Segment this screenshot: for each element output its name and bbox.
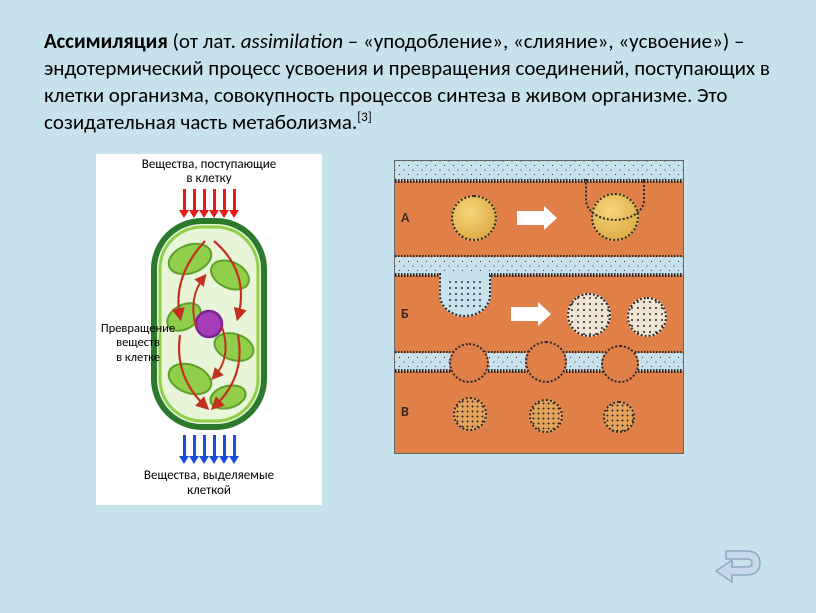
- vesicle-budding: [601, 345, 639, 383]
- vesicle-filled: [451, 195, 497, 241]
- vesicle-budding: [525, 341, 567, 383]
- arrow-down-icon: [233, 435, 236, 457]
- panel-b-label: Б: [401, 305, 409, 322]
- arrow-down-icon: [183, 189, 186, 211]
- arrow-right-icon: [511, 307, 539, 321]
- arrow-down-icon: [193, 435, 196, 457]
- arrow-down-icon: [213, 435, 216, 457]
- arrow-down-icon: [193, 189, 196, 211]
- arrow-down-icon: [203, 189, 206, 211]
- panel-a-label: А: [401, 209, 409, 226]
- extracellular-dots: [395, 161, 683, 181]
- panel-v-label: В: [401, 403, 409, 420]
- figures-row: Вещества, поступающие в клетку: [44, 154, 772, 506]
- vesicle-cargo: [603, 401, 635, 433]
- etym-word: assimilation: [241, 28, 343, 54]
- fig1-red-arrows: [96, 189, 322, 211]
- vesicle-cargo: [529, 399, 563, 433]
- back-arrow-icon[interactable]: [710, 545, 764, 583]
- arrow-down-icon: [213, 189, 216, 211]
- fig1-side-label: Превращение веществ в клетке: [98, 322, 178, 366]
- vesicle-cargo: [453, 397, 487, 431]
- figure-cell-metabolism: Вещества, поступающие в клетку: [96, 154, 322, 506]
- etym-prefix: (от лат.: [168, 28, 241, 54]
- arrow-right-icon: [517, 211, 545, 225]
- invagination: [439, 273, 491, 317]
- vesicle-dots: [627, 297, 667, 337]
- invagination: [585, 179, 645, 221]
- arrow-down-icon: [223, 435, 226, 457]
- fig1-blue-arrows: [96, 435, 322, 457]
- panel-a: А: [395, 181, 683, 257]
- arrow-down-icon: [233, 189, 236, 211]
- panel-b: Б: [395, 275, 683, 353]
- fig1-bottom-label: Вещества, выделяемые клеткой: [96, 469, 322, 499]
- definition-paragraph: Ассимиляция (от лат. assimilation – «упо…: [44, 28, 772, 136]
- vesicle-dots: [567, 293, 611, 337]
- panel-v: В: [395, 371, 683, 454]
- vesicle-budding: [449, 343, 489, 383]
- arrow-down-icon: [223, 189, 226, 211]
- figure-endocytosis: А Б В: [394, 160, 684, 454]
- term: Ассимиляция: [44, 28, 168, 54]
- arrow-down-icon: [203, 435, 206, 457]
- arrow-down-icon: [183, 435, 186, 457]
- fig1-top-label: Вещества, поступающие в клетку: [96, 158, 322, 188]
- reference: [3]: [357, 110, 372, 125]
